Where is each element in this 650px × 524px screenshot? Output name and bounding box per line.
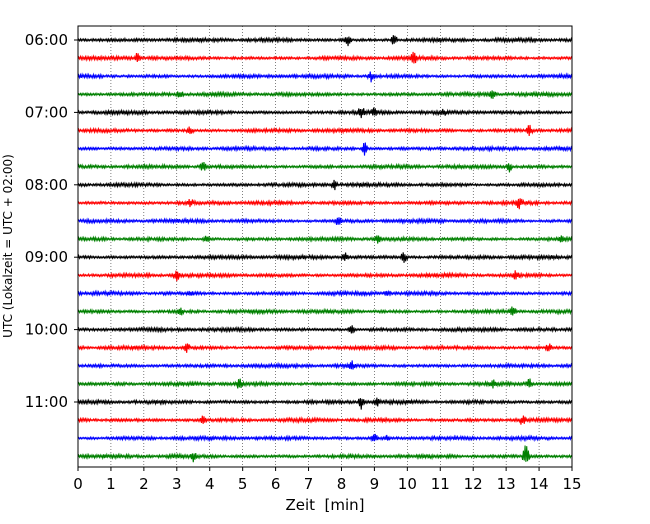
x-tick-label-13: 13 xyxy=(497,475,516,493)
y-tick-label-0800: 08:00 xyxy=(25,176,68,194)
y-tick-label-0700: 07:00 xyxy=(25,103,68,121)
trace-0930 xyxy=(77,289,573,298)
trace-0900 xyxy=(77,252,573,263)
y-axis-ticks: 06:00 07:00 08:00 09:00 10:00 11:00 xyxy=(25,31,78,411)
trace-0845 xyxy=(77,235,573,244)
x-tick-label-7: 7 xyxy=(304,475,314,493)
y-tick-label-1000: 10:00 xyxy=(25,321,68,339)
x-tick-label-1: 1 xyxy=(106,475,116,493)
x-tick-label-8: 8 xyxy=(337,475,347,493)
trace-1000 xyxy=(77,325,573,334)
seismic-traces xyxy=(77,35,573,463)
x-tick-label-2: 2 xyxy=(139,475,149,493)
x-tick-label-9: 9 xyxy=(370,475,380,493)
trace-0915 xyxy=(77,270,573,282)
trace-1100 xyxy=(77,397,573,410)
x-tick-label-12: 12 xyxy=(464,475,483,493)
trace-1015 xyxy=(77,343,573,353)
trace-0815 xyxy=(77,198,573,210)
x-tick-label-0: 0 xyxy=(73,475,83,493)
trace-0945 xyxy=(77,306,573,316)
y-tick-label-0900: 09:00 xyxy=(25,248,68,266)
x-tick-label-6: 6 xyxy=(271,475,281,493)
x-tick-label-10: 10 xyxy=(398,475,417,493)
plot-area xyxy=(78,26,572,467)
trace-1130 xyxy=(77,433,573,443)
y-tick-label-1100: 11:00 xyxy=(25,393,68,411)
x-tick-label-14: 14 xyxy=(530,475,549,493)
trace-0700 xyxy=(77,107,573,119)
trace-0630 xyxy=(77,71,573,83)
trace-0730 xyxy=(77,142,573,156)
trace-0645 xyxy=(77,90,573,99)
trace-0800 xyxy=(77,179,573,191)
trace-1145 xyxy=(77,445,573,463)
trace-1115 xyxy=(77,415,573,425)
x-tick-label-11: 11 xyxy=(431,475,450,493)
trace-0830 xyxy=(77,216,573,225)
trace-1045 xyxy=(77,378,573,389)
trace-0715 xyxy=(77,124,573,137)
x-axis-ticks: 0 1 2 3 4 5 6 7 8 9 10 11 12 13 14 15 xyxy=(73,467,582,493)
x-axis-label: Zeit [min] xyxy=(285,496,364,514)
trace-0615 xyxy=(77,51,573,64)
trace-0600 xyxy=(77,35,573,47)
plot-border xyxy=(77,25,573,468)
x-tick-label-4: 4 xyxy=(205,475,215,493)
trace-1030 xyxy=(77,360,573,370)
x-tick-label-15: 15 xyxy=(562,475,581,493)
y-axis-label: UTC (Lokalzeit = UTC + 02:00) xyxy=(1,154,15,338)
y-tick-label-0600: 06:00 xyxy=(25,31,68,49)
trace-0745 xyxy=(77,162,573,173)
x-tick-label-5: 5 xyxy=(238,475,248,493)
x-tick-label-3: 3 xyxy=(172,475,182,493)
